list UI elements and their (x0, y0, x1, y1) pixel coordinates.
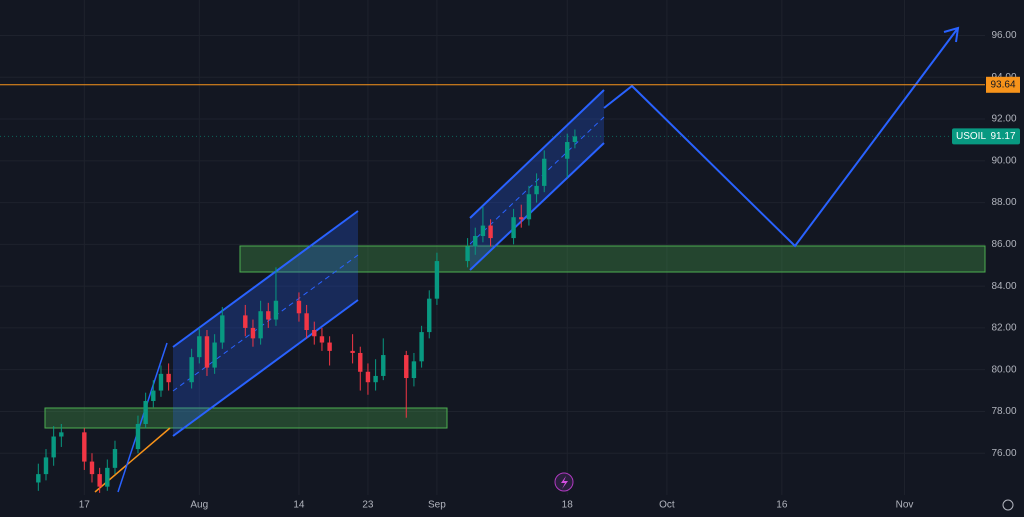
candle-body (243, 315, 248, 328)
x-tick-label: 23 (362, 500, 374, 511)
candle-body (327, 342, 332, 351)
candle-body (220, 315, 225, 343)
candle-body (250, 327, 256, 339)
candle-body (542, 158, 547, 186)
y-tick-label: 84.00 (991, 281, 1016, 292)
y-tick-label: 88.00 (991, 197, 1016, 208)
y-tick-label: 78.00 (991, 406, 1016, 417)
candle-body (565, 142, 570, 159)
candle-body (404, 355, 409, 379)
symbol-label: USOIL (956, 131, 986, 142)
candle-body (427, 298, 432, 333)
x-tick-label: Sep (428, 500, 446, 511)
channel-line (469, 142, 605, 271)
candle-body (151, 390, 156, 402)
channel-line (172, 210, 359, 348)
y-tick-label: 76.00 (991, 448, 1016, 459)
candle-body (112, 449, 118, 468)
x-tick-label: 16 (776, 500, 788, 511)
trend-line (117, 342, 168, 493)
candle-body (105, 467, 110, 487)
level-label-box (986, 76, 1020, 93)
price-label-box (952, 128, 1020, 145)
candle-body (266, 311, 271, 320)
channel (173, 211, 358, 436)
candle-body (488, 225, 493, 239)
candle-body (519, 217, 524, 220)
candle-body (350, 350, 355, 353)
zone (44, 407, 448, 429)
channel-line (172, 299, 359, 437)
candle-body (419, 332, 424, 362)
candle-body (158, 373, 164, 391)
price-label: 91.17 (990, 131, 1015, 142)
candle-body (358, 352, 363, 372)
axes: 76.00 78.00 80.00 82.00 84.00 86.00 88.00 90.00… (0, 30, 1020, 511)
y-tick-label: 90.00 (991, 155, 1016, 166)
channel-mid (172, 254, 359, 392)
candle-body (312, 330, 317, 337)
lightning-glyph (561, 476, 568, 489)
y-tick-label: 86.00 (991, 239, 1016, 250)
projection (603, 27, 959, 248)
x-tick-label: Oct (659, 500, 675, 511)
candle-body (59, 432, 64, 437)
candle-body (273, 300, 279, 320)
candle-body (365, 371, 371, 383)
candle-body (135, 423, 141, 450)
arrow-head (943, 26, 960, 43)
level-label: 93.64 (990, 79, 1015, 90)
candle-body (526, 194, 532, 220)
settings-icon[interactable] (1002, 499, 1014, 511)
candle-body (511, 217, 516, 239)
x-tick-label: Aug (190, 500, 208, 511)
candle-body (319, 336, 325, 343)
y-tick-label: 82.00 (991, 323, 1016, 334)
candle-body (304, 313, 309, 330)
candle-body (373, 375, 378, 383)
x-tick-label: 14 (293, 500, 305, 511)
candle-body (36, 474, 41, 483)
candle-body (89, 461, 95, 475)
candle-body (143, 401, 148, 424)
candle-body (296, 300, 302, 314)
candle-body (189, 357, 194, 383)
candle-body (381, 355, 386, 376)
candle-body (473, 236, 478, 247)
candle-body (212, 342, 217, 368)
candle-body (258, 311, 263, 339)
x-tick-label: Nov (896, 500, 914, 511)
candle-body (411, 361, 417, 379)
candle-body (197, 336, 202, 358)
candle-body (572, 136, 578, 143)
candle-body (43, 457, 49, 475)
candle-body (534, 185, 539, 195)
x-tick-label: 17 (79, 500, 91, 511)
candle-body (465, 246, 470, 262)
candle-body (204, 336, 210, 368)
candle-body (166, 373, 171, 383)
grid (0, 0, 985, 495)
zone (239, 245, 986, 273)
candle-body (480, 225, 486, 237)
y-tick-label: 92.00 (991, 114, 1016, 125)
candles (36, 129, 578, 493)
candle-body (82, 432, 87, 462)
y-tick-label: 80.00 (991, 364, 1016, 375)
channel-line (469, 89, 605, 219)
y-tick-label: 96.00 (991, 30, 1016, 41)
x-tick-label: 18 (562, 500, 574, 511)
candle-body (51, 436, 56, 458)
drawings (44, 26, 1014, 511)
candle-body (434, 261, 440, 299)
candle-body (97, 474, 102, 487)
